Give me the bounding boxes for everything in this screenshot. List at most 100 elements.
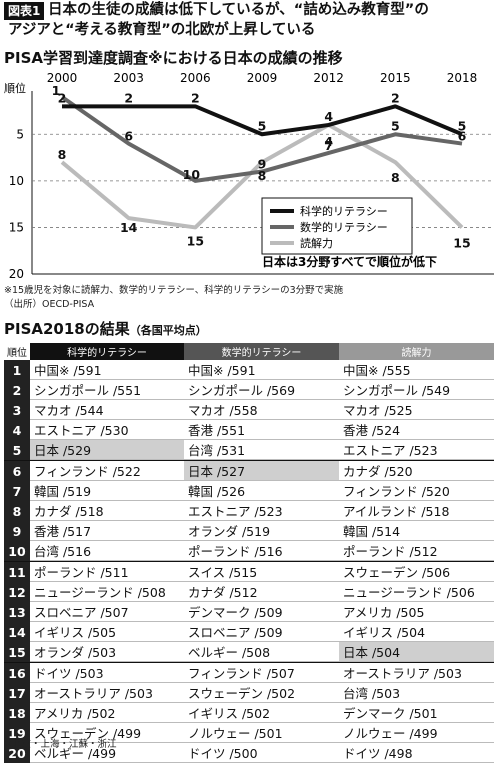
table-row: 9 香港 /517 オランダ /519 韓国 /514 bbox=[4, 521, 494, 541]
x-tick-label: 2015 bbox=[380, 71, 411, 85]
table-row: 14 イギリス /505 スロベニア /509 イギリス /504 bbox=[4, 622, 494, 642]
rank-cell: 13 bbox=[4, 602, 30, 622]
y-tick-label: 10 bbox=[9, 174, 24, 188]
table-title: PISA2018の結果（各国平均点） bbox=[4, 318, 207, 339]
data-label: 2 bbox=[124, 90, 133, 105]
read-score-cell: 中国※ /555 bbox=[339, 360, 494, 380]
rank-cell: 4 bbox=[4, 420, 30, 440]
data-label: 9 bbox=[258, 157, 267, 172]
math-score-cell: イギリス /502 bbox=[184, 703, 339, 723]
read-score-cell: エストニア /523 bbox=[339, 440, 494, 460]
rank-cell: 17 bbox=[4, 683, 30, 703]
read-score-cell: アイルランド /518 bbox=[339, 501, 494, 521]
ranking-table-body: 1 中国※ /591 中国※ /591 中国※ /555 2 シンガポール /551 シンガ… bbox=[4, 360, 494, 763]
math-score-cell: ベルギー /508 bbox=[184, 642, 339, 662]
x-tick-labels: 2000 2003 2006 2009 2012 2015 2018 bbox=[47, 71, 478, 85]
data-label: 15 bbox=[453, 235, 470, 250]
sci-score-cell: ドイツ /503 bbox=[30, 662, 184, 683]
sci-score-cell: イギリス /505 bbox=[30, 622, 184, 642]
sci-score-cell: フィンランド /522 bbox=[30, 460, 184, 481]
data-label: 8 bbox=[258, 168, 267, 183]
sci-score-cell: ポーランド /511 bbox=[30, 561, 184, 582]
y-tick-label: 5 bbox=[16, 127, 24, 141]
sci-score-cell: 日本 /529 bbox=[30, 440, 184, 460]
rank-cell: 8 bbox=[4, 501, 30, 521]
read-score-cell: イギリス /504 bbox=[339, 622, 494, 642]
math-score-cell: デンマーク /509 bbox=[184, 602, 339, 622]
rank-cell: 1 bbox=[4, 360, 30, 380]
rank-cell: 18 bbox=[4, 703, 30, 723]
math-score-cell: 日本 /527 bbox=[184, 460, 339, 481]
table-row: 11 ポーランド /511 スイス /515 スウェーデン /506 bbox=[4, 561, 494, 582]
y-tick-label: 15 bbox=[9, 220, 24, 234]
read-score-cell: ニュージーランド /506 bbox=[339, 582, 494, 602]
table-footnote: ※北京・上海・江蘇・浙江 bbox=[4, 739, 117, 750]
y-axis-label: 順位 bbox=[4, 81, 26, 95]
chart-annotation: 日本は3分野すべてで順位が低下 bbox=[262, 254, 437, 269]
legend-label: 読解力 bbox=[300, 236, 333, 250]
math-score-cell: ポーランド /516 bbox=[184, 541, 339, 561]
data-label: 5 bbox=[391, 118, 400, 133]
data-label: 2 bbox=[58, 90, 67, 105]
math-score-cell: ノルウェー /501 bbox=[184, 723, 339, 743]
data-label: 10 bbox=[183, 167, 201, 182]
table-row: 13 スロベニア /507 デンマーク /509 アメリカ /505 bbox=[4, 602, 494, 622]
legend-label: 数学的リテラシー bbox=[300, 220, 388, 234]
rank-cell: 15 bbox=[4, 642, 30, 662]
math-score-cell: スウェーデン /502 bbox=[184, 683, 339, 703]
figure-tag: 図表1 bbox=[4, 2, 45, 20]
math-score-cell: エストニア /523 bbox=[184, 501, 339, 521]
sci-score-cell: オーストラリア /503 bbox=[30, 683, 184, 703]
read-score-cell: アメリカ /505 bbox=[339, 602, 494, 622]
data-label: 5 bbox=[458, 118, 467, 133]
rank-cell: 14 bbox=[4, 622, 30, 642]
headline-line-2: アジアと“考える教育型”の北欧が上昇している bbox=[8, 22, 316, 38]
x-tick-label: 2009 bbox=[247, 71, 278, 85]
col-header-rank: 順位 bbox=[4, 343, 30, 360]
math-score-cell: フィンランド /507 bbox=[184, 662, 339, 683]
table-row: 15 オランダ /503 ベルギー /508 日本 /504 bbox=[4, 642, 494, 662]
read-score-cell: 韓国 /514 bbox=[339, 521, 494, 541]
y-tick-label: 20 bbox=[9, 267, 24, 280]
sci-score-cell: カナダ /518 bbox=[30, 501, 184, 521]
math-score-cell: スロベニア /509 bbox=[184, 622, 339, 642]
x-tick-label: 2018 bbox=[447, 71, 478, 85]
table-row: 4 エストニア /530 香港 /551 香港 /524 bbox=[4, 420, 494, 440]
table-row: 3 マカオ /544 マカオ /558 マカオ /525 bbox=[4, 400, 494, 420]
table-row: 8 カナダ /518 エストニア /523 アイルランド /518 bbox=[4, 501, 494, 521]
data-label: 8 bbox=[391, 170, 400, 185]
headline-line-1: 日本の生徒の成績は低下しているが、“詰め込み教育型”の bbox=[48, 2, 429, 18]
table-row: 18 アメリカ /502 イギリス /502 デンマーク /501 bbox=[4, 703, 494, 723]
series-line-1 bbox=[60, 95, 463, 183]
math-score-cell: マカオ /558 bbox=[184, 400, 339, 420]
sci-score-cell: 台湾 /516 bbox=[30, 541, 184, 561]
chart-note: ※15歳児を対象に読解力、数学的リテラシー、科学的リテラシーの3分野で実施 bbox=[4, 285, 344, 296]
sci-score-cell: シンガポール /551 bbox=[30, 380, 184, 400]
rank-cell: 12 bbox=[4, 582, 30, 602]
read-score-cell: 台湾 /503 bbox=[339, 683, 494, 703]
ranking-table: 順位 科学的リテラシー 数学的リテラシー 読解力 1 中国※ /591 中国※ /5… bbox=[4, 343, 494, 763]
read-score-cell: 香港 /524 bbox=[339, 420, 494, 440]
read-score-cell: シンガポール /549 bbox=[339, 380, 494, 400]
table-subtitle: （各国平均点） bbox=[129, 324, 207, 337]
chart-title: PISA学習到達度調査※における日本の成績の推移 bbox=[4, 49, 343, 67]
read-score-cell: カナダ /520 bbox=[339, 460, 494, 481]
sci-score-cell: スウェーデン /499 bbox=[30, 723, 184, 743]
table-title-main: PISA2018の結果 bbox=[4, 320, 130, 338]
rank-cell: 16 bbox=[4, 662, 30, 683]
math-score-cell: オランダ /519 bbox=[184, 521, 339, 541]
sci-score-cell: 香港 /517 bbox=[30, 521, 184, 541]
sci-score-cell: 中国※ /591 bbox=[30, 360, 184, 380]
data-label: 15 bbox=[187, 233, 204, 248]
rank-cell: 2 bbox=[4, 380, 30, 400]
rank-cell: 19 bbox=[4, 723, 30, 743]
read-score-cell: オーストラリア /503 bbox=[339, 662, 494, 683]
y-tick-labels: 5 10 15 20 bbox=[9, 127, 24, 280]
x-tick-label: 2003 bbox=[113, 71, 144, 85]
x-tick-label: 2012 bbox=[313, 71, 344, 85]
sci-score-cell: アメリカ /502 bbox=[30, 703, 184, 723]
rank-cell: 5 bbox=[4, 440, 30, 460]
table-row: 16 ドイツ /503 フィンランド /507 オーストラリア /503 bbox=[4, 662, 494, 683]
